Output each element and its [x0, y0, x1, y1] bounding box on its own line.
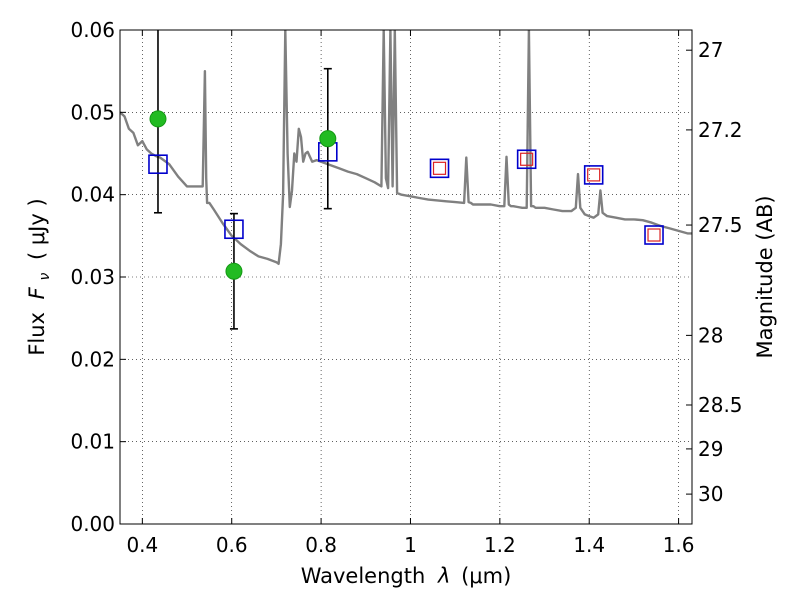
y2-tick-label: 29	[698, 437, 723, 461]
x-tick-label: 0.4	[126, 533, 158, 557]
model-flux-square	[516, 149, 537, 170]
y-axis-label-prefix: Flux	[25, 312, 49, 356]
observed-flux-square	[432, 161, 447, 175]
y-axis-label-unit: ( μJy )	[25, 198, 49, 260]
model-flux-square	[644, 225, 664, 245]
y-tick-label: 0.01	[70, 430, 115, 454]
observed-flux-square	[520, 152, 534, 166]
x-tick-label: 1	[404, 533, 417, 557]
x-axis-label-symbol: λ	[437, 564, 450, 588]
observed-flux-square	[647, 228, 661, 242]
sed-line	[120, 30, 692, 265]
observed-flux-point	[319, 130, 337, 148]
axis-ticks: 0.4 0.6 0.8 1 1.2 1.4 1.6 0.00 0.01 0.02 0.03 0.04 0…	[70, 18, 742, 557]
y2-axis-label: Magnitude (AB)	[753, 195, 777, 358]
y-axis-label: Flux F ν ( μJy )	[25, 198, 54, 355]
y-tick-label: 0.05	[70, 100, 115, 124]
y-tick-label: 0.00	[70, 512, 115, 536]
y2-tick-label: 27.2	[698, 118, 743, 142]
observed-flux-point	[225, 262, 243, 280]
y2-tick-label: 27	[698, 38, 723, 62]
model-flux-square	[583, 165, 604, 185]
y-tick-label: 0.03	[70, 265, 115, 289]
model-flux-square	[429, 158, 450, 179]
x-axis-label-unit: (μm)	[461, 564, 511, 588]
y-tick-label: 0.02	[70, 347, 115, 371]
observed-flux-point	[149, 110, 167, 128]
x-tick-label: 1.2	[484, 533, 516, 557]
x-tick-label: 0.8	[305, 533, 337, 557]
y2-tick-label: 27.5	[698, 213, 743, 237]
x-tick-label: 1.4	[573, 533, 605, 557]
plot-clipped-group	[120, 30, 692, 330]
x-tick-label: 1.6	[663, 533, 695, 557]
x-axis-label: Wavelength λ (μm)	[301, 564, 512, 588]
y-axis-label-subscript: ν	[37, 273, 53, 281]
y2-tick-label: 28.5	[698, 393, 743, 417]
y2-tick-label: 30	[698, 482, 723, 506]
observed-flux-square	[587, 168, 601, 182]
y-tick-label: 0.04	[70, 183, 115, 207]
y-tick-label: 0.06	[70, 18, 115, 42]
x-axis-label-prefix: Wavelength	[301, 564, 426, 588]
model-flux-square	[148, 154, 168, 175]
x-tick-label: 0.6	[216, 533, 248, 557]
model-flux-square	[224, 219, 244, 240]
y-axis-label-symbol: F	[25, 286, 49, 299]
y2-tick-label: 28	[698, 323, 723, 347]
plot-area	[120, 30, 692, 330]
